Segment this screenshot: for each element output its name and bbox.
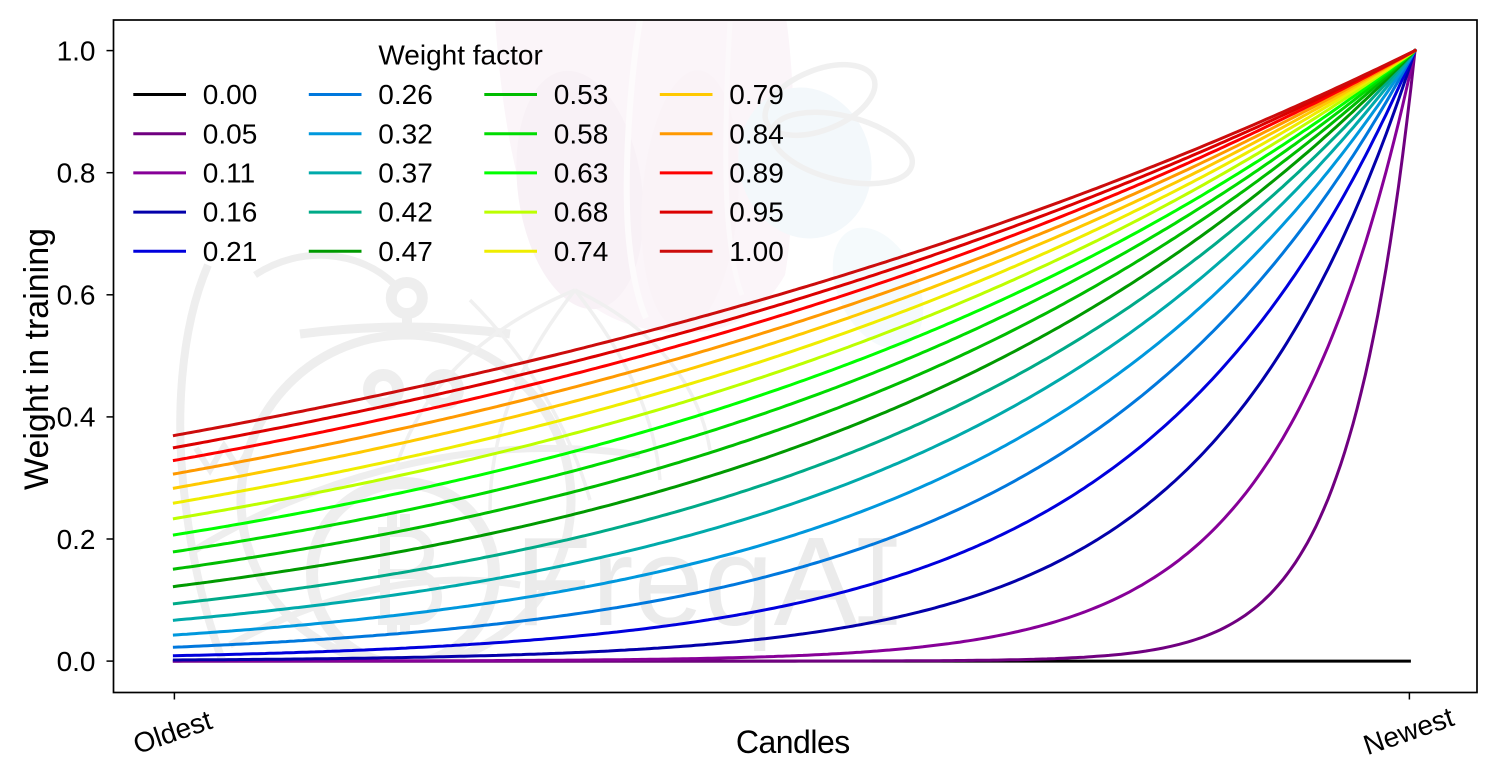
svg-text:0.68: 0.68 <box>554 197 609 228</box>
svg-text:0.53: 0.53 <box>554 79 609 110</box>
svg-text:0.6: 0.6 <box>57 280 96 311</box>
svg-text:0.4: 0.4 <box>57 402 96 433</box>
svg-text:Candles: Candles <box>736 724 850 760</box>
svg-text:1.0: 1.0 <box>57 35 96 66</box>
svg-text:1.00: 1.00 <box>729 236 784 267</box>
svg-text:0.63: 0.63 <box>554 158 609 189</box>
svg-text:0.8: 0.8 <box>57 158 96 189</box>
svg-text:0.0: 0.0 <box>57 646 96 677</box>
svg-text:0.47: 0.47 <box>378 236 433 267</box>
svg-text:0.26: 0.26 <box>378 79 433 110</box>
svg-text:0.16: 0.16 <box>203 197 257 228</box>
svg-text:0.05: 0.05 <box>203 118 257 149</box>
svg-text:0.37: 0.37 <box>378 158 433 189</box>
svg-text:0.11: 0.11 <box>203 158 255 189</box>
svg-text:0.32: 0.32 <box>378 118 433 149</box>
svg-text:0.58: 0.58 <box>554 118 609 149</box>
svg-text:Weight factor: Weight factor <box>378 40 542 71</box>
svg-text:0.89: 0.89 <box>729 158 784 189</box>
svg-text:0.74: 0.74 <box>554 236 609 267</box>
svg-text:0.42: 0.42 <box>378 197 433 228</box>
svg-text:0.2: 0.2 <box>57 524 96 555</box>
svg-text:0.79: 0.79 <box>729 79 784 110</box>
svg-text:0.95: 0.95 <box>729 197 784 228</box>
svg-text:0.21: 0.21 <box>203 236 257 267</box>
svg-text:Weight in training: Weight in training <box>18 228 56 490</box>
svg-text:0.84: 0.84 <box>729 118 784 149</box>
svg-text:0.00: 0.00 <box>203 79 257 110</box>
